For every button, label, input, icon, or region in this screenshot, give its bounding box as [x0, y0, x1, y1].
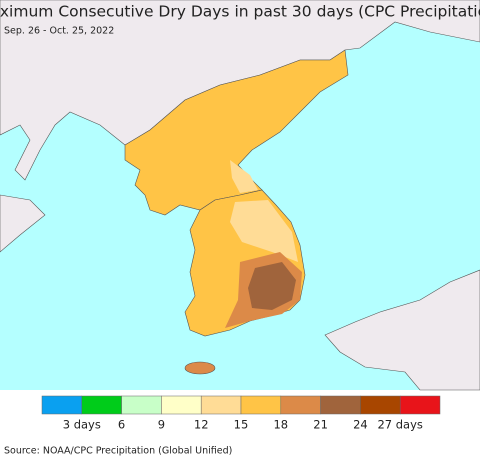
subtitle: Sep. 26 - Oct. 25, 2022	[4, 26, 114, 37]
jeju	[184, 361, 216, 375]
legend-swatch	[161, 395, 202, 415]
north-korea	[124, 49, 349, 216]
dry-area-light	[230, 200, 298, 262]
legend-swatch	[280, 395, 321, 415]
dry-area-dark	[248, 262, 296, 310]
legend: 3 days 6 9 12 15 18 21 24 27 days	[41, 395, 441, 432]
legend-tick-label: 21	[313, 418, 328, 432]
legend-tick-label: 15	[234, 418, 249, 432]
dry-area-light	[230, 160, 258, 193]
title: Maximum Consecutive Dry Days in past 30 …	[0, 3, 480, 21]
china-shandong	[0, 194, 46, 253]
legend-tick-label: 3 days	[63, 418, 101, 432]
source: Source: NOAA/CPC Precipitation (Global U…	[4, 446, 232, 457]
legend-swatch	[399, 395, 441, 415]
legend-swatch	[121, 395, 162, 415]
legend-swatch	[360, 395, 401, 415]
legend-swatch	[240, 395, 282, 415]
legend-tick-label: 12	[194, 418, 209, 432]
legend-swatch	[320, 395, 361, 415]
legend-swatch	[41, 395, 83, 415]
legend-swatch	[200, 395, 242, 415]
legend-tick-label: 18	[273, 418, 288, 432]
legend-swatch	[81, 395, 122, 415]
legend-tick-label: 6	[118, 418, 125, 432]
japan	[324, 269, 480, 391]
legend-tick-label: 9	[158, 418, 165, 432]
legend-tick-label: 24	[353, 418, 368, 432]
legend-tick-label: 27 days	[377, 418, 422, 432]
